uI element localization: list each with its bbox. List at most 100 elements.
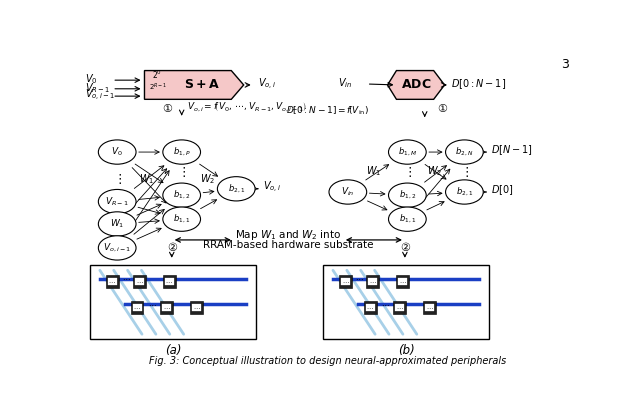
FancyBboxPatch shape [165, 278, 173, 286]
Text: $W_2$: $W_2$ [200, 172, 216, 186]
Text: $b_{2,N}$: $b_{2,N}$ [455, 146, 474, 158]
FancyBboxPatch shape [398, 278, 407, 286]
FancyBboxPatch shape [366, 275, 379, 288]
Text: $V_{R-1}$: $V_{R-1}$ [106, 195, 129, 208]
Circle shape [388, 207, 426, 231]
FancyBboxPatch shape [341, 278, 350, 286]
Text: $b_{1,P}$: $b_{1,P}$ [173, 146, 191, 158]
FancyBboxPatch shape [192, 304, 201, 311]
Bar [323, 266, 489, 339]
Text: $V_0$: $V_0$ [85, 73, 97, 86]
Circle shape [163, 207, 200, 231]
Text: $\cdots$: $\cdots$ [108, 279, 116, 284]
Polygon shape [145, 71, 244, 99]
Text: $\cdots$: $\cdots$ [342, 279, 349, 284]
Text: $V_{o,i}$: $V_{o,i}$ [262, 180, 281, 195]
Text: $V_{o,i-1}$: $V_{o,i-1}$ [85, 88, 115, 103]
Text: ①: ① [162, 104, 172, 114]
Text: (b): (b) [398, 344, 415, 356]
Text: $V_{o,i-1}$: $V_{o,i-1}$ [103, 242, 131, 254]
Text: $2^{R-1}$: $2^{R-1}$ [150, 82, 168, 93]
Text: $\cdots$: $\cdots$ [366, 305, 374, 310]
Text: $\cdots$: $\cdots$ [133, 305, 141, 310]
Text: $2^0$: $2^0$ [152, 68, 162, 81]
Text: $\bf{ADC}$: $\bf{ADC}$ [401, 78, 431, 91]
FancyBboxPatch shape [423, 300, 436, 314]
Circle shape [388, 140, 426, 164]
FancyBboxPatch shape [133, 275, 146, 288]
Text: $b_{1,2}$: $b_{1,2}$ [399, 189, 416, 201]
FancyBboxPatch shape [394, 300, 406, 314]
Text: $\cdots$: $\cdots$ [399, 279, 406, 284]
Text: $\cdots$: $\cdots$ [396, 305, 404, 310]
Text: $\cdots$: $\cdots$ [355, 273, 364, 282]
Text: $b_{1,M}$: $b_{1,M}$ [398, 146, 417, 158]
Text: $\vdots$: $\vdots$ [460, 165, 469, 179]
FancyBboxPatch shape [106, 275, 118, 288]
Text: $b_{1,1}$: $b_{1,1}$ [173, 213, 190, 225]
Text: $V_{o,i}$: $V_{o,i}$ [257, 77, 276, 92]
Text: (a): (a) [165, 344, 182, 356]
FancyBboxPatch shape [396, 304, 404, 311]
Text: $b_{1,1}$: $b_{1,1}$ [399, 213, 416, 225]
Text: 3: 3 [561, 58, 568, 71]
Circle shape [445, 180, 483, 204]
Text: Fig. 3: Conceptual illustration to design neural-approximated peripherals: Fig. 3: Conceptual illustration to desig… [149, 356, 507, 366]
Text: $\vdots$: $\vdots$ [177, 165, 186, 179]
Circle shape [388, 183, 426, 208]
Text: $\cdots$: $\cdots$ [148, 299, 156, 308]
Text: $\cdots$: $\cdots$ [193, 305, 200, 310]
Text: ②: ② [400, 243, 410, 253]
FancyBboxPatch shape [132, 304, 141, 311]
Text: RRAM-based hardware substrate: RRAM-based hardware substrate [203, 240, 374, 250]
Bar [90, 266, 256, 339]
Text: $W_1$: $W_1$ [110, 218, 124, 230]
Text: Map $W_1$ and $W_2$ into: Map $W_1$ and $W_2$ into [235, 228, 342, 242]
Text: $V_0$: $V_0$ [111, 146, 123, 158]
Text: $V_{o,i} = f\!\left(V_0,\,\cdots,V_{R-1},V_{o,i-1}\right)$: $V_{o,i} = f\!\left(V_0,\,\cdots,V_{R-1}… [187, 101, 307, 115]
Text: $\cdots$: $\cdots$ [136, 279, 143, 284]
FancyBboxPatch shape [163, 275, 176, 288]
FancyBboxPatch shape [131, 300, 143, 314]
Text: $W_1$: $W_1$ [366, 164, 381, 178]
Text: $\cdots$: $\cdots$ [122, 273, 131, 282]
FancyBboxPatch shape [161, 300, 173, 314]
Text: $\cdots$: $\cdots$ [166, 279, 173, 284]
FancyBboxPatch shape [396, 275, 409, 288]
FancyBboxPatch shape [108, 278, 116, 286]
Text: $\cdots$: $\cdots$ [163, 305, 171, 310]
Text: $b_{2,1}$: $b_{2,1}$ [228, 183, 245, 195]
Text: $b_{2,1}$: $b_{2,1}$ [456, 186, 473, 198]
Circle shape [218, 177, 255, 201]
Circle shape [163, 140, 200, 164]
Text: $V_{in}$: $V_{in}$ [339, 76, 353, 90]
Circle shape [99, 140, 136, 164]
FancyBboxPatch shape [190, 300, 203, 314]
Text: $\bf{S+A}$: $\bf{S+A}$ [184, 78, 220, 91]
Circle shape [99, 236, 136, 260]
Text: $\cdots$: $\cdots$ [381, 299, 389, 308]
FancyBboxPatch shape [365, 304, 374, 311]
FancyBboxPatch shape [368, 278, 377, 286]
Text: $\vdots$: $\vdots$ [113, 172, 122, 186]
Circle shape [163, 183, 200, 208]
Text: $V_{R-1}$: $V_{R-1}$ [85, 81, 110, 95]
Text: $\vdots$: $\vdots$ [403, 165, 412, 179]
FancyBboxPatch shape [339, 275, 352, 288]
Circle shape [445, 140, 483, 164]
FancyBboxPatch shape [364, 300, 376, 314]
Circle shape [99, 189, 136, 214]
FancyBboxPatch shape [163, 304, 172, 311]
FancyBboxPatch shape [135, 278, 144, 286]
Text: ②: ② [167, 243, 177, 253]
Text: $\cdots$: $\cdots$ [426, 305, 433, 310]
Text: $W_2$: $W_2$ [427, 164, 442, 178]
Text: $V_{in}$: $V_{in}$ [341, 186, 355, 198]
Text: $W_1$: $W_1$ [140, 172, 155, 186]
Text: ①: ① [437, 104, 447, 114]
Text: $D[0]$: $D[0]$ [491, 183, 513, 197]
Text: $D[0:N-1]$: $D[0:N-1]$ [451, 78, 506, 91]
Polygon shape [388, 71, 445, 99]
Text: $D[N-1]$: $D[N-1]$ [491, 144, 532, 157]
Circle shape [99, 212, 136, 236]
